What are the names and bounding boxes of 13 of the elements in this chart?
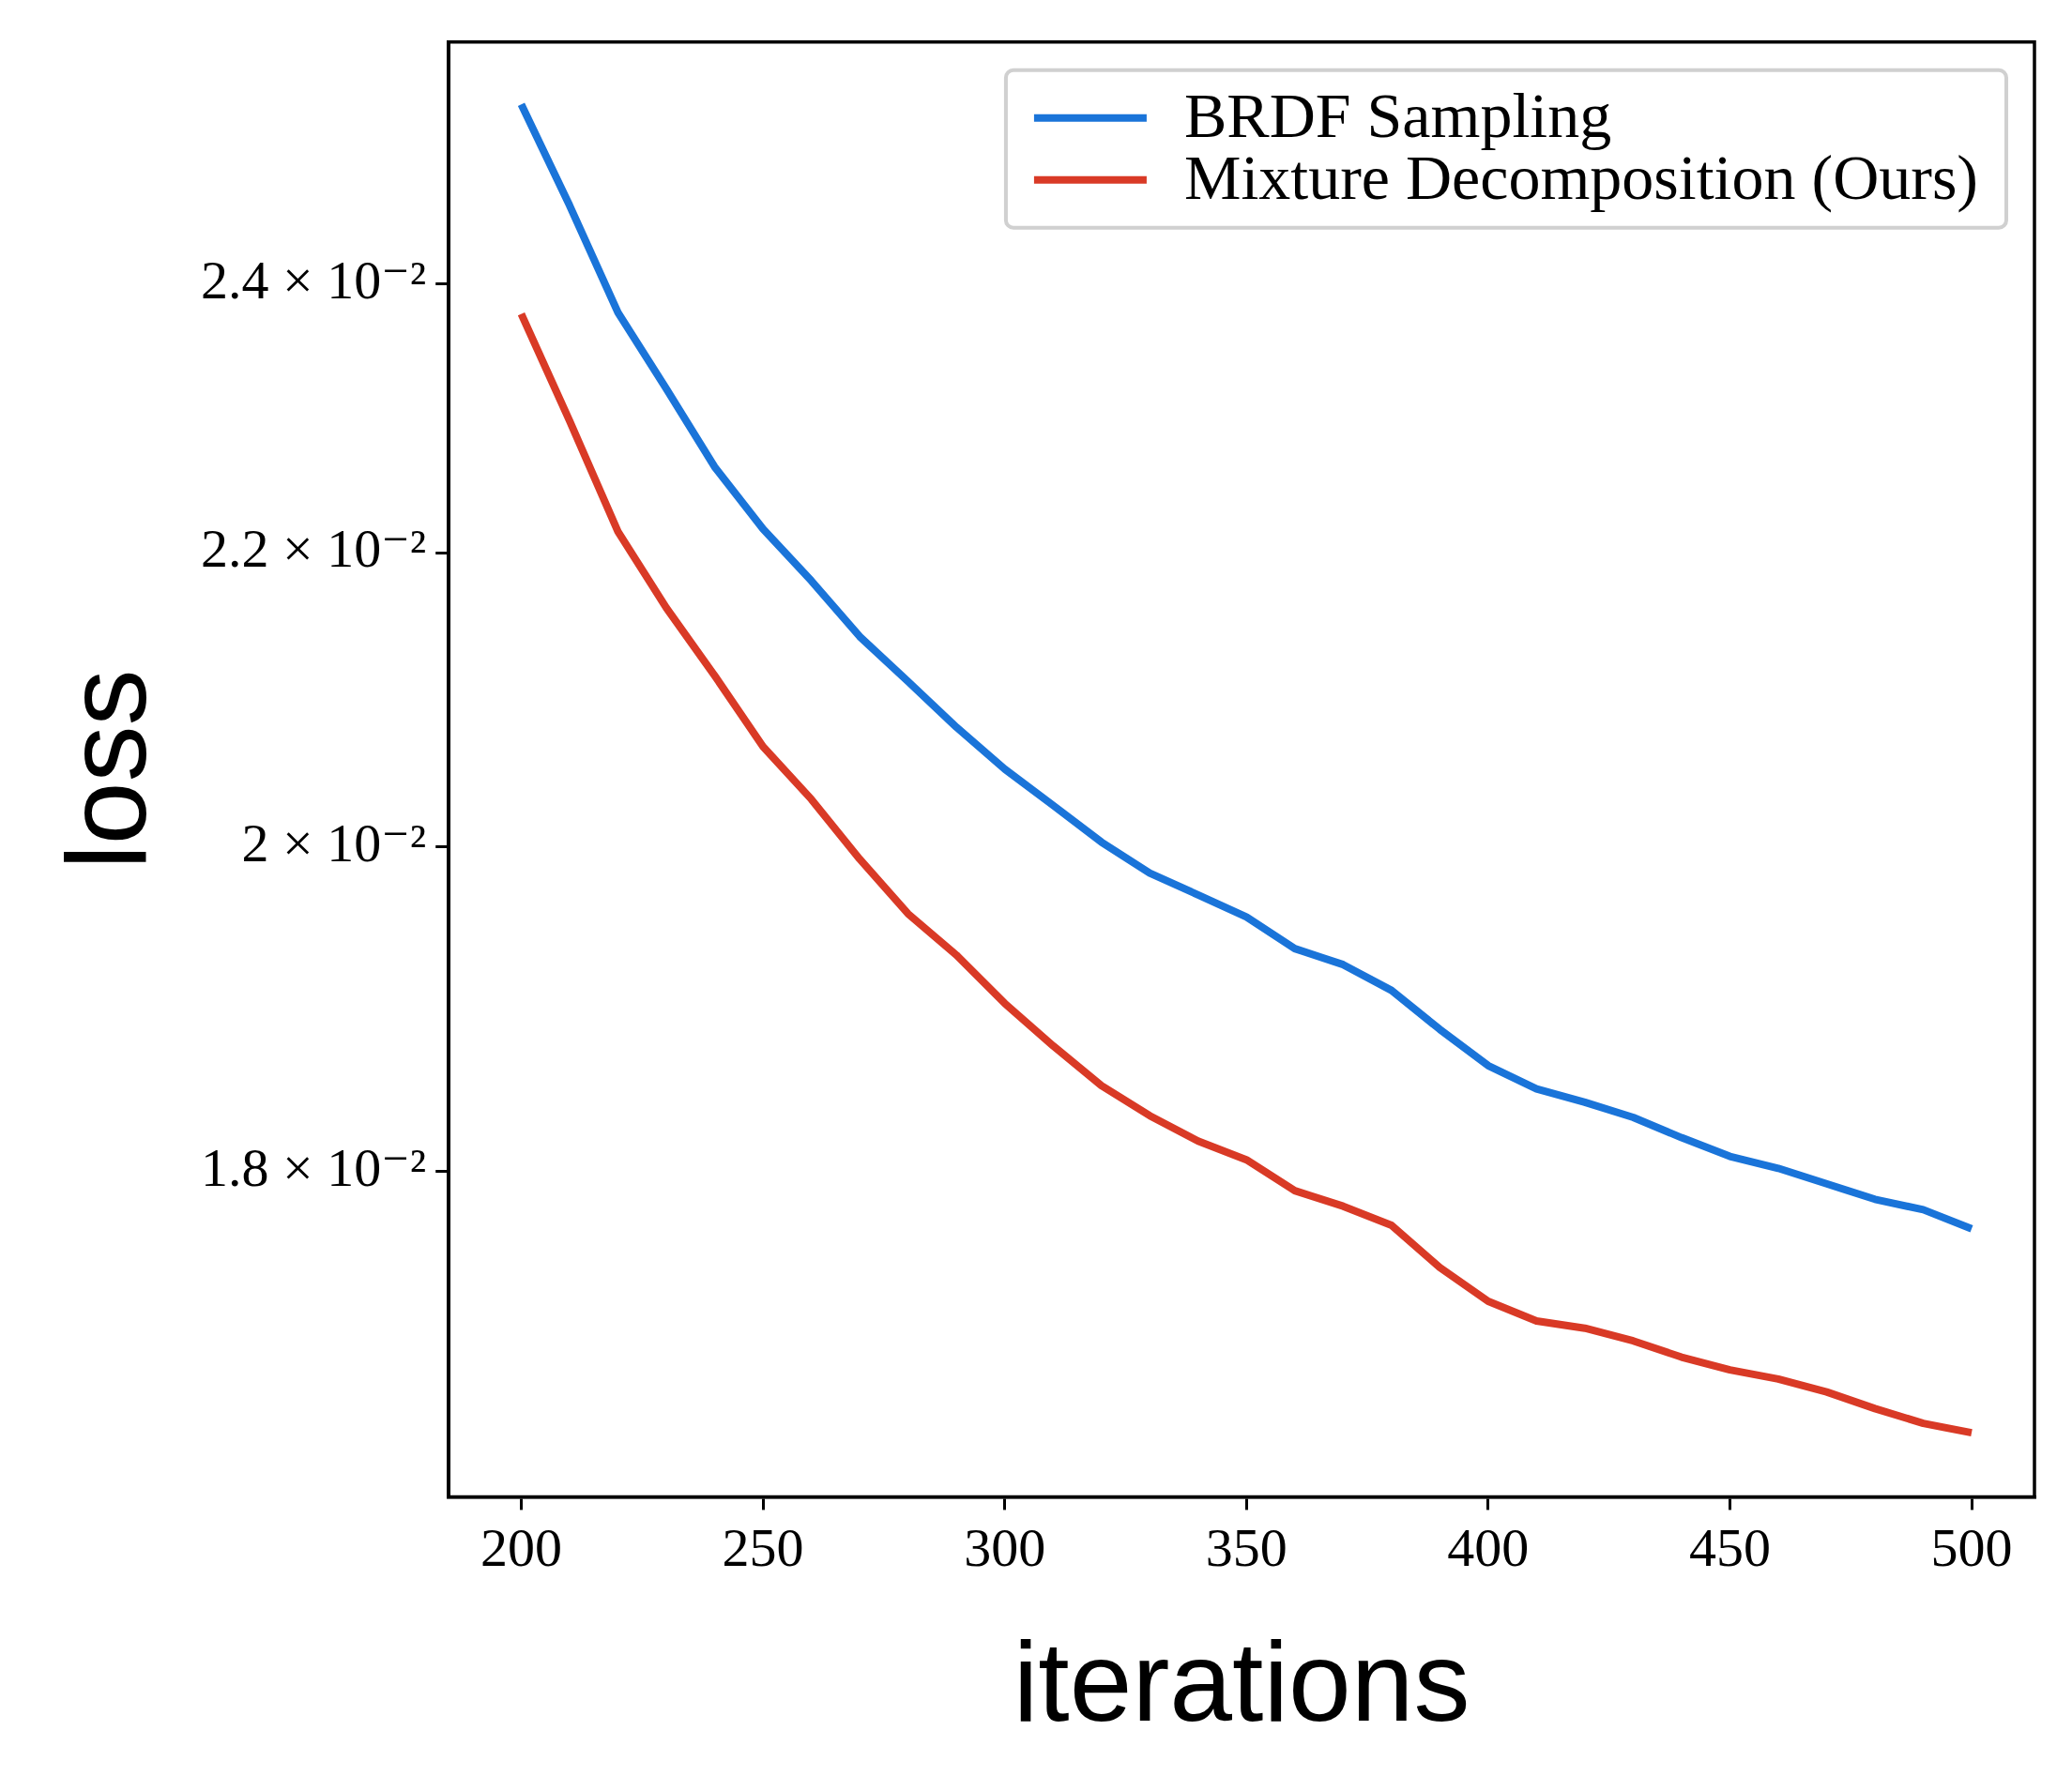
x-axis-title: iterations — [1013, 1618, 1470, 1745]
x-tick-label: 500 — [1930, 1517, 2013, 1579]
y-tick-label: 2.4 × 10⁻² — [200, 250, 427, 311]
y-axis-title: loss — [43, 669, 170, 870]
x-tick-label: 450 — [1688, 1517, 1771, 1579]
x-tick-label: 250 — [722, 1517, 804, 1579]
x-tick-label: 300 — [964, 1517, 1046, 1579]
x-tick-label: 400 — [1447, 1517, 1530, 1579]
y-tick-label: 2 × 10⁻² — [241, 812, 427, 873]
x-tick-label: 350 — [1205, 1517, 1287, 1579]
y-tick-label: 1.8 × 10⁻² — [200, 1137, 427, 1199]
y-tick-label: 2.2 × 10⁻² — [200, 518, 427, 580]
x-tick-label: 200 — [480, 1517, 562, 1579]
